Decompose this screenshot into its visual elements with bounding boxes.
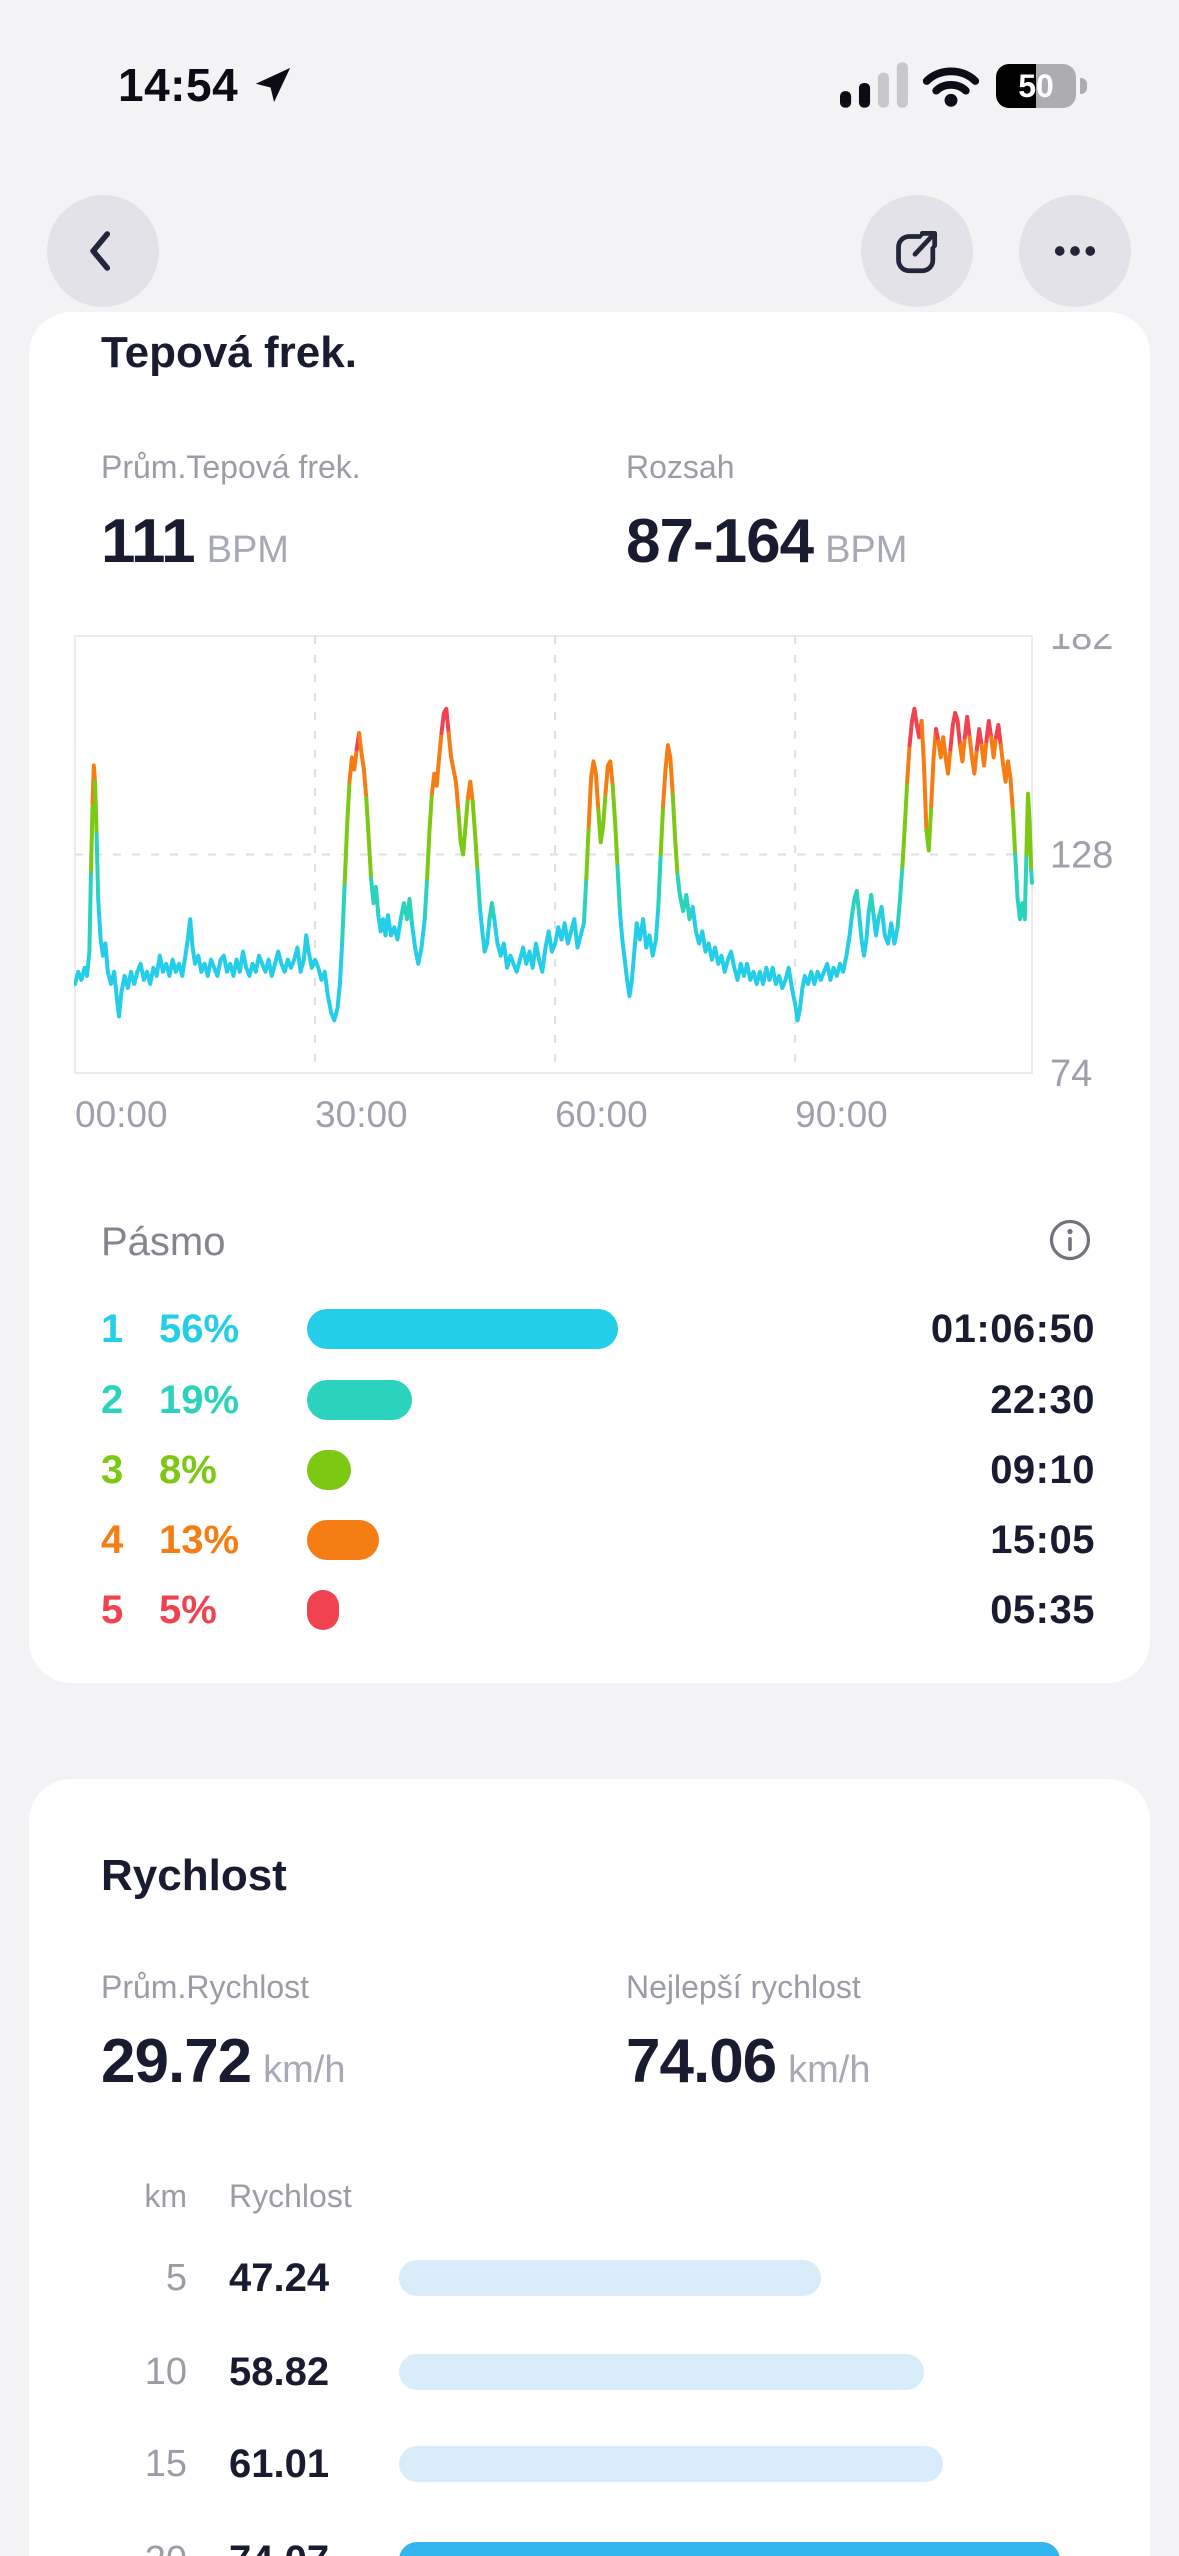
heart-rate-range-label: Rozsah xyxy=(626,449,735,485)
header-speed: Rychlost xyxy=(229,2178,352,2214)
zone-time: 22:30 xyxy=(990,1377,1095,1422)
split-bar xyxy=(399,2260,821,2296)
split-bar xyxy=(399,2542,1060,2556)
zone-row-5: 5 5% 05:35 xyxy=(101,1586,1095,1634)
avg-heart-rate-label: Prům.Tepová frek. xyxy=(101,449,361,485)
zone-percent: 19% xyxy=(159,1377,240,1422)
share-button[interactable] xyxy=(861,195,973,307)
cellular-signal-icon xyxy=(840,62,908,108)
avg-speed-value: 29.72 xyxy=(101,2027,252,2096)
battery-icon: 50 xyxy=(996,64,1076,108)
svg-text:74: 74 xyxy=(1050,1053,1092,1095)
svg-text:90:00: 90:00 xyxy=(795,1094,888,1135)
best-speed-label: Nejlepší rychlost xyxy=(626,1969,861,2005)
split-speed: 74.07 xyxy=(229,2538,369,2556)
speed-card: Rychlost Prům.Rychlost 29.72 km/h Nejlep… xyxy=(29,1779,1150,2556)
zone-bar xyxy=(307,1520,379,1560)
zone-time: 09:10 xyxy=(990,1447,1095,1492)
status-time: 14:54 xyxy=(118,59,239,111)
split-km: 10 xyxy=(144,2350,187,2393)
zone-percent: 56% xyxy=(159,1306,240,1351)
avg-speed-label: Prům.Rychlost xyxy=(101,1969,310,2005)
split-bar xyxy=(399,2354,924,2390)
best-speed-value: 74.06 xyxy=(626,2027,777,2096)
zones-info-button[interactable] xyxy=(1048,1218,1092,1262)
heart-rate-range-value: 87-164 xyxy=(626,507,814,576)
zone-bar xyxy=(307,1380,412,1420)
info-icon xyxy=(1049,1219,1091,1261)
zone-number: 3 xyxy=(101,1447,124,1492)
zone-row-3: 3 8% 09:10 xyxy=(101,1446,1095,1494)
speed-row-15km: 15 61.01 xyxy=(101,2438,1095,2490)
best-speed-stat: Nejlepší rychlost 74.06 km/h xyxy=(626,1967,871,2095)
avg-heart-rate-unit: BPM xyxy=(206,529,289,571)
svg-text:182: 182 xyxy=(1050,634,1113,658)
split-bar xyxy=(399,2446,943,2482)
split-km: 15 xyxy=(144,2442,187,2485)
wifi-icon xyxy=(922,67,980,107)
zone-number: 4 xyxy=(101,1517,124,1562)
ellipsis-icon xyxy=(1054,246,1096,256)
share-icon xyxy=(896,229,939,274)
zone-bar xyxy=(307,1590,339,1630)
avg-heart-rate-value: 111 xyxy=(101,507,196,576)
heart-rate-chart[interactable]: 182 128 74 00:00 30:00 60:00 90:00 xyxy=(74,634,1150,1146)
speed-row-20km: 20 74.07 xyxy=(101,2534,1095,2556)
svg-text:30:00: 30:00 xyxy=(315,1094,408,1135)
zone-percent: 8% xyxy=(159,1447,217,1492)
zone-number: 1 xyxy=(101,1306,124,1351)
header-km: km xyxy=(144,2178,187,2214)
zone-bar xyxy=(307,1309,618,1349)
chevron-left-icon xyxy=(90,231,111,271)
battery-nub xyxy=(1080,78,1087,94)
heart-rate-card: Tepová frek. Prům.Tepová frek. 111 BPM R… xyxy=(29,312,1150,1683)
zone-number: 5 xyxy=(101,1587,124,1632)
speed-table-header: km Rychlost xyxy=(101,2178,1095,2215)
zone-time: 15:05 xyxy=(990,1517,1095,1562)
speed-card-title: Rychlost xyxy=(101,1851,287,1900)
svg-text:128: 128 xyxy=(1050,835,1113,877)
heart-rate-range-stat: Rozsah 87-164 BPM xyxy=(626,447,907,575)
back-button[interactable] xyxy=(47,195,159,307)
avg-speed-unit: km/h xyxy=(263,2049,346,2091)
svg-text:00:00: 00:00 xyxy=(75,1094,168,1135)
heart-rate-range-unit: BPM xyxy=(825,529,908,571)
split-km: 20 xyxy=(101,2539,187,2556)
zone-bar xyxy=(307,1450,351,1490)
zone-number: 2 xyxy=(101,1377,124,1422)
zones-title: Pásmo xyxy=(101,1220,226,1264)
zone-row-4: 4 13% 15:05 xyxy=(101,1516,1095,1564)
speed-row-5km: 5 47.24 xyxy=(101,2252,1095,2304)
battery-percent: 50 xyxy=(1018,67,1054,104)
split-km: 5 xyxy=(165,2256,187,2299)
heart-rate-card-title: Tepová frek. xyxy=(101,328,357,377)
split-speed: 61.01 xyxy=(229,2441,330,2486)
split-speed: 58.82 xyxy=(229,2349,330,2394)
best-speed-unit: km/h xyxy=(788,2049,871,2091)
zone-percent: 13% xyxy=(159,1517,240,1562)
more-button[interactable] xyxy=(1019,195,1131,307)
avg-heart-rate-stat: Prům.Tepová frek. 111 BPM xyxy=(101,447,361,575)
zone-percent: 5% xyxy=(159,1587,217,1632)
location-arrow-icon xyxy=(255,67,291,103)
zone-time: 05:35 xyxy=(990,1587,1095,1632)
avg-speed-stat: Prům.Rychlost 29.72 km/h xyxy=(101,1967,346,2095)
speed-row-10km: 10 58.82 xyxy=(101,2346,1095,2398)
zone-row-2: 2 19% 22:30 xyxy=(101,1376,1095,1424)
split-speed: 47.24 xyxy=(229,2255,330,2300)
svg-text:60:00: 60:00 xyxy=(555,1094,648,1135)
zone-row-1: 1 56% 01:06:50 xyxy=(101,1305,1095,1353)
zone-time: 01:06:50 xyxy=(930,1306,1095,1351)
